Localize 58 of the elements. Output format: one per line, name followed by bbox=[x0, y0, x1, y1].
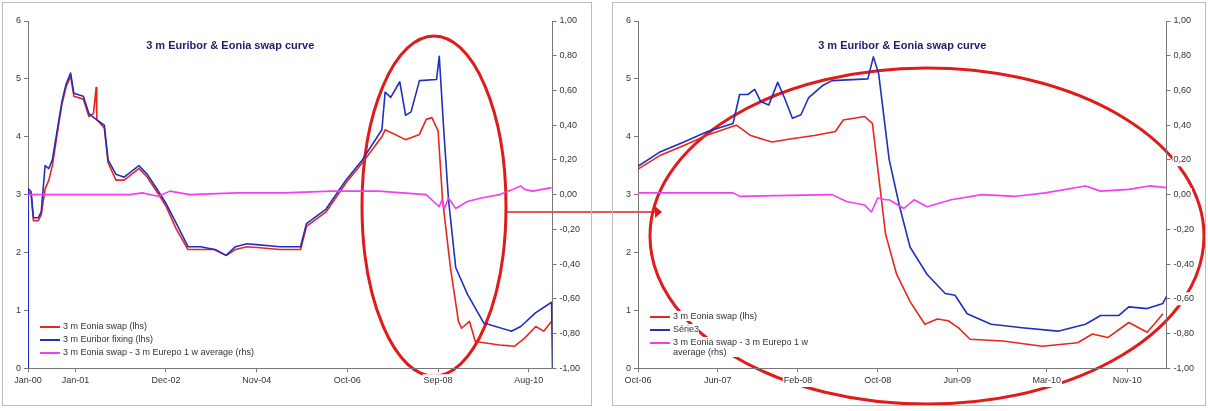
legend-label: 3 m Eonia swap (lhs) bbox=[673, 311, 758, 322]
y-tick-label: 0 bbox=[625, 362, 632, 373]
y-tick-label: 1 bbox=[625, 304, 632, 315]
y-tick-label: 4 bbox=[15, 131, 22, 142]
x-tick-label: Aug-10 bbox=[514, 375, 544, 386]
y2-tick-label: 0,80 bbox=[1173, 50, 1192, 61]
x-tick-label: Sep-08 bbox=[423, 375, 453, 386]
y-tick-label: 5 bbox=[15, 73, 22, 84]
y-tick-label: 4 bbox=[625, 131, 632, 142]
x-tick-label: Oct-06 bbox=[333, 375, 361, 386]
y-tick-label: 2 bbox=[15, 246, 22, 257]
y-tick-label: 3 bbox=[15, 189, 22, 200]
y-tick-label: 2 bbox=[625, 246, 632, 257]
y2-tick-label: -0,20 bbox=[559, 223, 580, 234]
y2-tick-label: -0,80 bbox=[559, 327, 580, 338]
text: 3 m Euribor & Eonia swap curve bbox=[818, 39, 987, 51]
y2-tick-label: 0,80 bbox=[559, 50, 578, 61]
y2-tick-label: -0,60 bbox=[559, 293, 580, 304]
x-tick-label: Nov-04 bbox=[242, 375, 272, 386]
y2-tick-label: -0,80 bbox=[1173, 327, 1194, 338]
y-tick-label: 3 bbox=[625, 189, 632, 200]
x-tick-label: Dec-02 bbox=[151, 375, 181, 386]
y-tick-label: 6 bbox=[625, 15, 632, 26]
y2-tick-label: 0,20 bbox=[559, 154, 578, 165]
y2-tick-label: 0,40 bbox=[559, 119, 578, 130]
x-tick-label: Feb-08 bbox=[783, 375, 813, 386]
legend-label: 3 m Euribor fixing (lhs) bbox=[63, 334, 154, 345]
x-tick-label: Nov-10 bbox=[1112, 375, 1142, 386]
y2-tick-label: -1,00 bbox=[559, 362, 580, 373]
x-tick-label: Jun-09 bbox=[943, 375, 972, 386]
x-tick-label: Jun-07 bbox=[703, 375, 732, 386]
y2-tick-label: 1,00 bbox=[559, 15, 578, 26]
y2-tick-label: -0,40 bbox=[1173, 258, 1194, 269]
x-tick-label: Oct-08 bbox=[864, 375, 892, 386]
x-tick-label: Mar-10 bbox=[1032, 375, 1062, 386]
y2-tick-label: 0,60 bbox=[1173, 84, 1192, 95]
x-tick-label: Jan-00 bbox=[14, 375, 42, 386]
legend-label: Série3 bbox=[673, 324, 700, 335]
y2-tick-label: 0,40 bbox=[1173, 119, 1192, 130]
x-tick-label: Jan-01 bbox=[61, 375, 90, 386]
y2-tick-label: -0,60 bbox=[1173, 293, 1194, 304]
y-tick-label: 6 bbox=[15, 15, 22, 26]
y2-tick-label: -0,20 bbox=[1173, 223, 1194, 234]
y2-tick-label: 0,00 bbox=[1173, 189, 1192, 200]
y2-tick-label: 0,20 bbox=[1173, 154, 1192, 165]
y-tick-label: 1 bbox=[15, 304, 22, 315]
y2-tick-label: -0,40 bbox=[559, 258, 580, 269]
legend-label: 3 m Eonia swap - 3 m Eurepo 1 w average (rhs) bbox=[63, 347, 255, 358]
y2-tick-label: 1,00 bbox=[1173, 15, 1192, 26]
x-tick-label: Oct-06 bbox=[624, 375, 652, 386]
y2-tick-label: 0,00 bbox=[559, 189, 578, 200]
y2-tick-label: 0,60 bbox=[559, 84, 578, 95]
legend-label: 3 m Eonia swap (lhs) bbox=[63, 321, 148, 332]
y-tick-label: 5 bbox=[625, 73, 632, 84]
y2-tick-label: -1,00 bbox=[1173, 362, 1194, 373]
text: 3 m Euribor & Eonia swap curve bbox=[146, 39, 315, 51]
legend-label: 3 m Eonia swap - 3 m Eurepo 1 w average (rhs) bbox=[673, 337, 820, 358]
y-tick-label: 0 bbox=[15, 362, 22, 373]
